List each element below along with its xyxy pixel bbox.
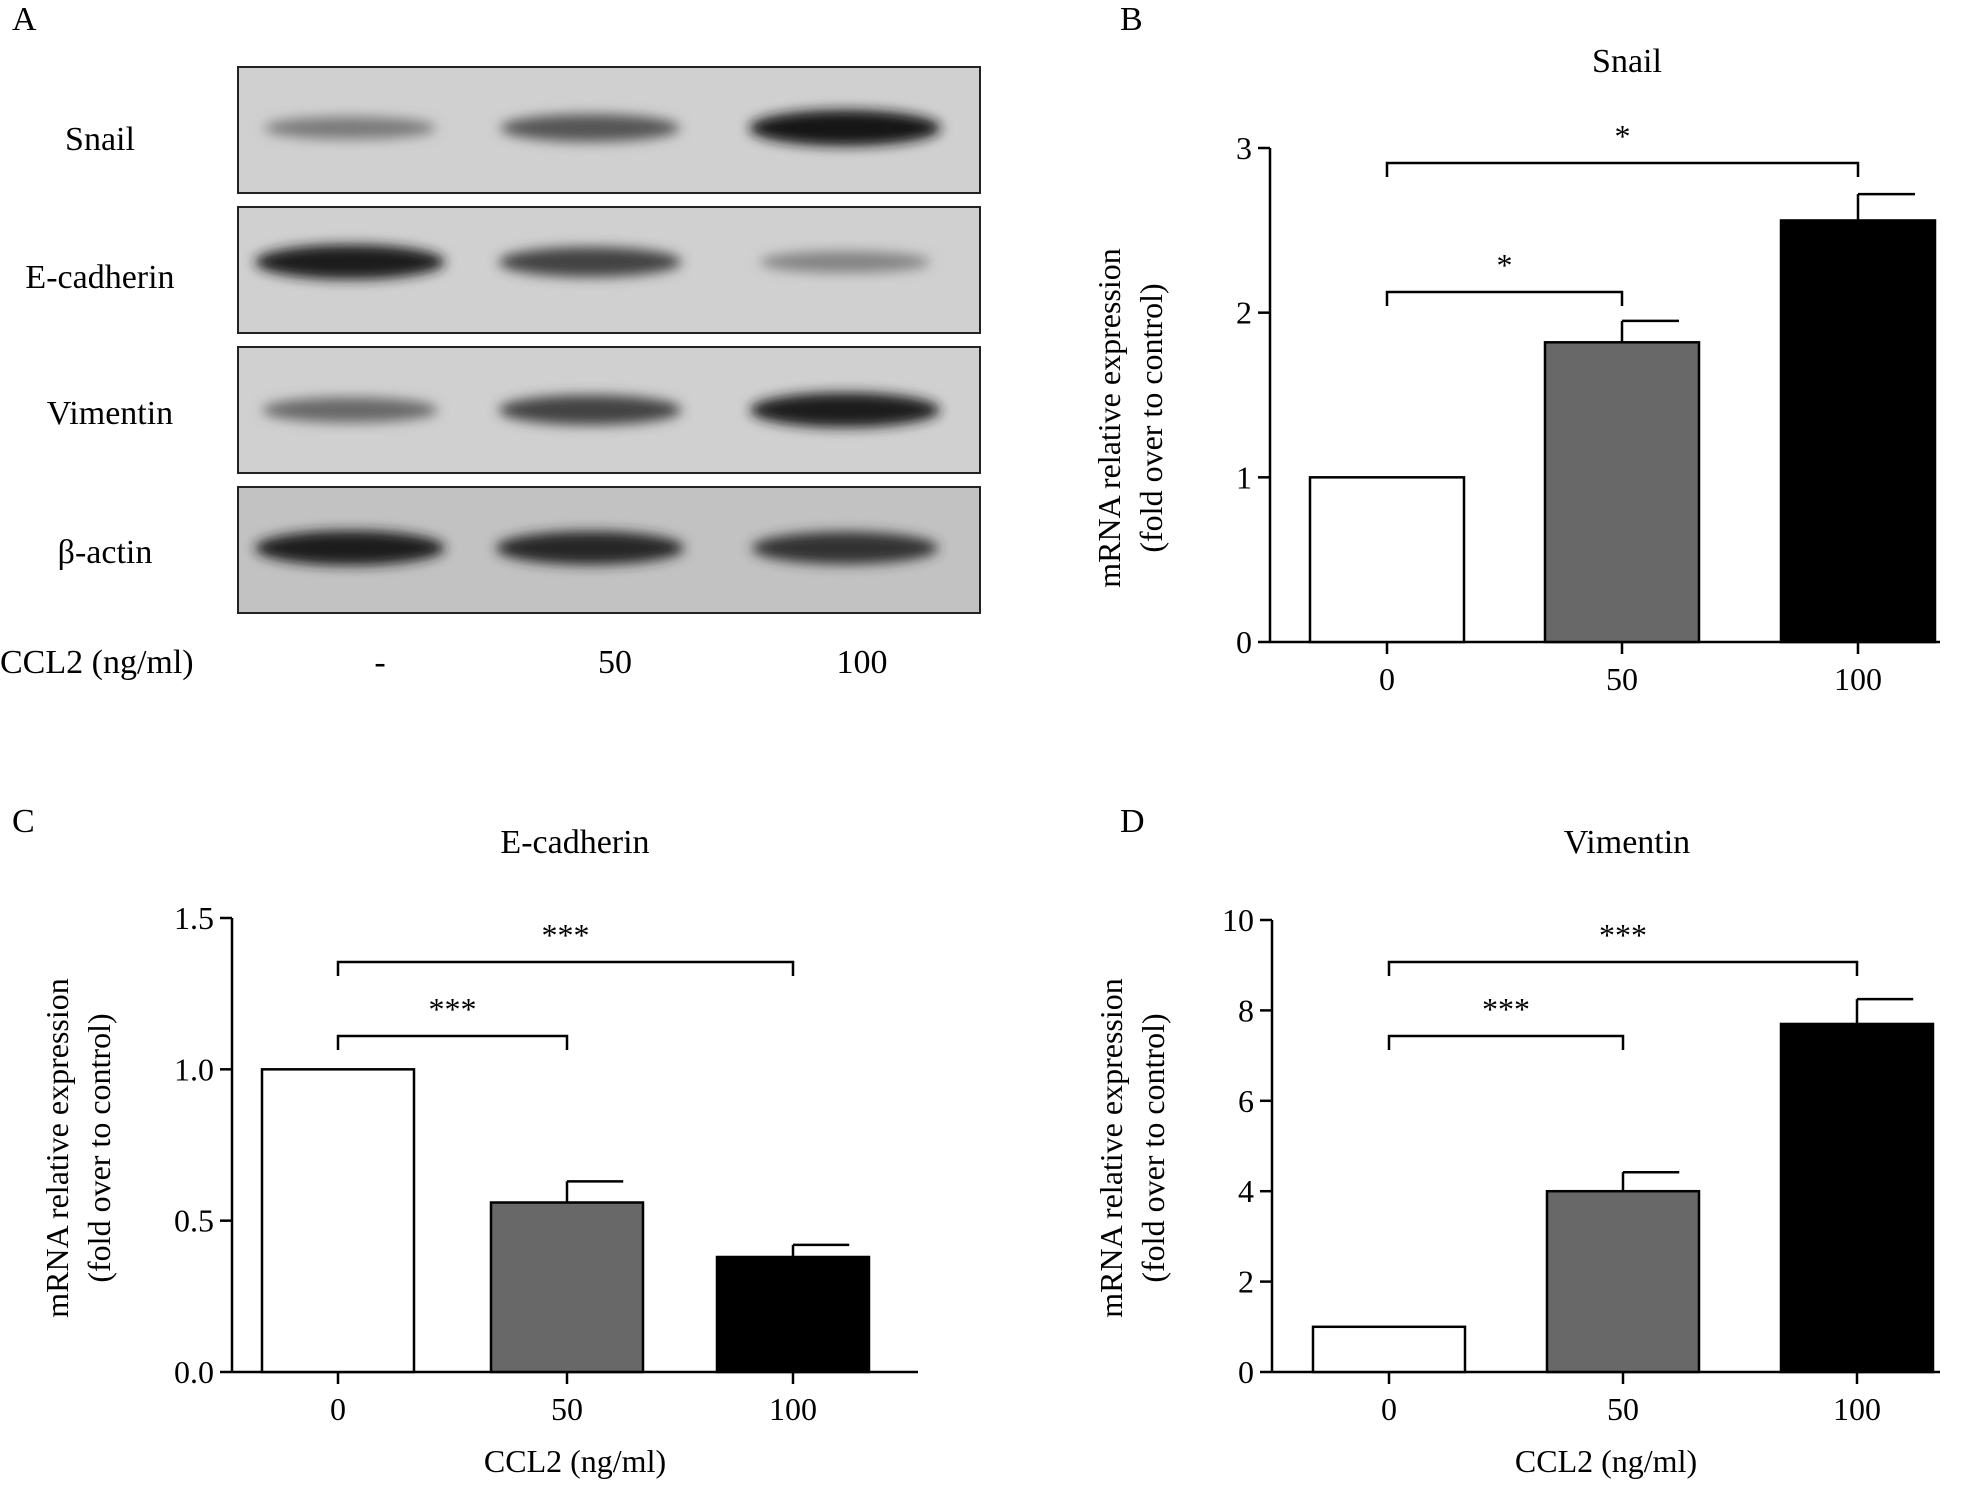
- blot-band: [498, 395, 682, 425]
- y-tick-label: 1: [1236, 459, 1252, 495]
- chart-title: Vimentin: [1564, 824, 1690, 861]
- blot-row-label-beta-actin: β-actin: [58, 534, 153, 571]
- blot-band: [759, 251, 931, 273]
- y-tick-label: 8: [1238, 992, 1254, 1028]
- y-tick-label: 4: [1238, 1173, 1254, 1209]
- y-axis-label-line: mRNA relative expression: [1091, 248, 1127, 587]
- y-axis-label-line: mRNA relative expression: [39, 978, 75, 1317]
- bar-0: [1308, 476, 1466, 644]
- blot-strips: [237, 66, 981, 614]
- panel-letter-c: C: [12, 803, 35, 840]
- chart-title: E-cadherin: [500, 824, 649, 861]
- y-tick-label: 0: [1236, 624, 1252, 660]
- western-blot: Snail E-cadherin Vimentin β-actin CCL2 (…: [0, 66, 981, 681]
- x-tick-label: 50: [1607, 1391, 1639, 1427]
- x-tick-label: 50: [1606, 661, 1638, 697]
- chart-e-cadherin: E-cadherin 0.0 0.5 1.0 1.5 0 50 100 *** *** mRNA r…: [39, 824, 918, 1479]
- y-axis-label: mRNA relative expression (fold over to co…: [39, 978, 117, 1317]
- significance-bracket: [1387, 1034, 1625, 1050]
- blot-band: [749, 110, 941, 146]
- blot-band: [254, 530, 446, 566]
- blot-band: [500, 114, 680, 142]
- bar-100: [1779, 1022, 1935, 1374]
- y-tick-label: 6: [1238, 1083, 1254, 1119]
- panel-letter-b: B: [1120, 1, 1143, 38]
- y-tick-label: 10: [1222, 902, 1254, 938]
- y-axis-label: mRNA relative expression (fold over to co…: [1093, 978, 1171, 1317]
- significance-label: *: [1615, 118, 1631, 154]
- significance-label: ***: [542, 917, 590, 953]
- y-tick-label: 3: [1236, 130, 1252, 166]
- blot-band: [262, 397, 438, 423]
- bar-50: [489, 1201, 645, 1374]
- chart-title: Snail: [1592, 43, 1662, 80]
- bar-100: [715, 1255, 871, 1374]
- y-tick-label: 0.5: [174, 1203, 214, 1239]
- y-axis-label-line: (fold over to control): [1135, 1013, 1171, 1282]
- blot-row-label-vimentin: Vimentin: [47, 395, 173, 432]
- y-tick-label: 1.5: [174, 900, 214, 936]
- blot-band: [263, 116, 437, 140]
- blot-treatment-label: CCL2 (ng/ml): [0, 644, 194, 681]
- blot-band: [495, 531, 685, 565]
- blot-row-label-snail: Snail: [65, 121, 135, 158]
- y-axis-label-line: mRNA relative expression: [1093, 978, 1129, 1317]
- significance-label: *: [1497, 247, 1513, 283]
- bar-0: [1311, 1325, 1467, 1374]
- y-tick-label: 2: [1236, 295, 1252, 331]
- y-axis-label: mRNA relative expression (fold over to co…: [1091, 248, 1169, 587]
- x-tick-label: 100: [769, 1391, 817, 1427]
- blot-band: [254, 244, 446, 280]
- blot-band: [498, 247, 682, 277]
- x-tick-label: 50: [551, 1391, 583, 1427]
- y-tick-label: 0.0: [174, 1354, 214, 1390]
- y-axis-label-line: (fold over to control): [1133, 283, 1169, 552]
- panel-letter-a: A: [12, 1, 37, 38]
- blot-band: [749, 392, 941, 428]
- x-tick-label: 0: [330, 1391, 346, 1427]
- bar-50: [1545, 1189, 1701, 1374]
- significance-bracket: [336, 1034, 569, 1050]
- y-tick-label: 2: [1238, 1264, 1254, 1300]
- chart-snail: Snail 0 1 2 3 0 50 100 * * mRNA relative expressio…: [1091, 43, 1940, 697]
- x-tick-label: 0: [1381, 1391, 1397, 1427]
- significance-bracket: [1387, 960, 1859, 976]
- y-axis-label-line: (fold over to control): [81, 1013, 117, 1282]
- blot-row-label-e-cadherin: E-cadherin: [25, 259, 174, 296]
- panel-letter-d: D: [1120, 803, 1145, 840]
- significance-label: ***: [429, 991, 477, 1027]
- y-tick-label: 1.0: [174, 1051, 214, 1087]
- x-axis-label: CCL2 (ng/ml): [484, 1443, 666, 1479]
- x-axis-label: CCL2 (ng/ml): [1515, 1443, 1697, 1479]
- significance-bracket: [1385, 161, 1860, 177]
- blot-lane-label-100: 100: [837, 644, 888, 681]
- blot-band: [751, 531, 939, 565]
- bar-50: [1543, 341, 1701, 644]
- bar-0: [260, 1068, 416, 1374]
- blot-lane-label-50: 50: [598, 644, 632, 681]
- significance-label: ***: [1599, 917, 1647, 953]
- x-tick-label: 100: [1834, 661, 1882, 697]
- x-tick-label: 100: [1833, 1391, 1881, 1427]
- y-tick-label: 0: [1238, 1354, 1254, 1390]
- x-tick-label: 0: [1379, 661, 1395, 697]
- significance-label: ***: [1482, 991, 1530, 1027]
- significance-bracket: [336, 960, 795, 976]
- blot-lane-label-0: -: [374, 644, 385, 681]
- bar-100: [1779, 219, 1937, 644]
- significance-bracket: [1385, 290, 1624, 306]
